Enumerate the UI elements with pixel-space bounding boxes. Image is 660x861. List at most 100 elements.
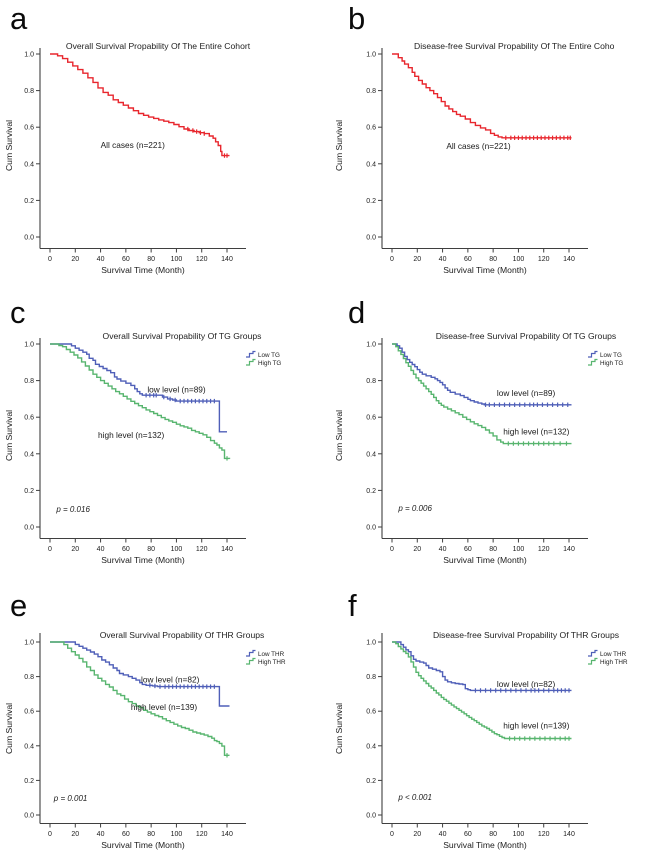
annotation: low level (n=89) (497, 388, 556, 398)
x-tick-label: 40 (97, 256, 105, 263)
y-tick-label: 0.4 (24, 451, 34, 458)
x-tick-label: 100 (171, 831, 183, 838)
y-tick-label: 0.2 (366, 778, 376, 785)
x-tick-label: 40 (97, 546, 105, 553)
panel-letter-e: e (10, 588, 28, 623)
panel-c: c Overall Survival Propability Of TG Gro… (0, 290, 330, 575)
y-axis-label: Cum Survival (4, 703, 14, 754)
annotation: All cases (n=221) (101, 140, 166, 150)
y-tick-label: 0.0 (24, 813, 34, 820)
x-axis-label: Survival Time (Month) (101, 265, 185, 275)
y-tick-label: 1.0 (24, 52, 34, 59)
survival-curve (392, 343, 572, 406)
panel-letter-d: d (348, 295, 366, 330)
x-tick-label: 20 (71, 256, 79, 263)
y-tick-label: 0.0 (366, 813, 376, 820)
survival-curve (392, 53, 572, 139)
y-tick-label: 0.4 (366, 743, 376, 750)
y-tick-label: 0.8 (366, 88, 376, 95)
x-tick-label: 20 (413, 546, 421, 553)
panel-b: b Disease-free Survival Propability Of T… (330, 0, 660, 290)
y-tick-label: 0.4 (24, 743, 34, 750)
survival-chart-b: Disease-free Survival Propability Of The… (334, 41, 615, 275)
survival-curve (50, 53, 230, 157)
x-tick-label: 40 (97, 831, 105, 838)
x-tick-label: 120 (538, 256, 550, 263)
annotation: high level (n=132) (98, 430, 164, 440)
y-tick-label: 1.0 (366, 52, 376, 59)
y-tick-label: 0.4 (24, 161, 34, 168)
y-tick-label: 0.8 (24, 674, 34, 681)
panel-letter-c: c (10, 295, 26, 330)
x-tick-label: 140 (563, 831, 575, 838)
x-tick-label: 20 (413, 831, 421, 838)
x-tick-label: 40 (439, 256, 447, 263)
y-tick-label: 0.0 (24, 235, 34, 242)
legend-symbol-green-step-icon (246, 358, 256, 366)
y-tick-label: 0.6 (24, 125, 34, 132)
survival-curve (50, 343, 231, 460)
x-tick-label: 80 (489, 831, 497, 838)
x-tick-label: 0 (390, 546, 394, 553)
legend-label: Low TG (600, 352, 622, 359)
y-axis-label: Cum Survival (4, 410, 14, 461)
y-tick-label: 1.0 (24, 342, 34, 349)
y-tick-label: 0.2 (366, 488, 376, 495)
x-tick-label: 100 (171, 546, 183, 553)
y-tick-label: 1.0 (366, 640, 376, 647)
x-tick-label: 60 (464, 256, 472, 263)
survival-chart-c: Overall Survival Propability Of TG Group… (4, 331, 281, 565)
legend-label: High THR (600, 659, 628, 666)
y-axis-label: Cum Survival (334, 120, 344, 171)
x-tick-label: 80 (489, 546, 497, 553)
x-tick-label: 120 (196, 256, 208, 263)
legend-label: Low THR (258, 651, 285, 658)
x-tick-label: 0 (390, 831, 394, 838)
x-tick-label: 20 (71, 831, 79, 838)
panel-d: d Disease-free Survival Propability Of T… (330, 290, 660, 575)
x-tick-label: 100 (513, 256, 525, 263)
y-tick-label: 0.6 (366, 709, 376, 716)
y-tick-label: 0.6 (24, 415, 34, 422)
y-tick-label: 0.6 (24, 709, 34, 716)
annotation: low level (n=82) (497, 679, 556, 689)
x-tick-label: 80 (147, 546, 155, 553)
x-tick-label: 100 (513, 831, 525, 838)
x-tick-label: 140 (563, 256, 575, 263)
y-tick-label: 0.0 (366, 235, 376, 242)
x-tick-label: 0 (48, 256, 52, 263)
x-tick-label: 0 (390, 256, 394, 263)
panel-letter-b: b (348, 1, 366, 36)
x-tick-label: 120 (196, 831, 208, 838)
survival-curve (50, 641, 230, 756)
chart-title: Overall Survival Propability Of TG Group… (103, 331, 262, 341)
panel-letter-a: a (10, 1, 28, 36)
x-axis-label: Survival Time (Month) (443, 555, 527, 565)
x-tick-label: 120 (196, 546, 208, 553)
survival-curve (50, 641, 230, 707)
survival-chart-f: Disease-free Survival Propability Of THR… (334, 630, 628, 850)
survival-chart-d: Disease-free Survival Propability Of TG … (334, 331, 623, 565)
annotation: low level (n=82) (141, 675, 200, 685)
x-tick-label: 60 (464, 831, 472, 838)
p-value: p = 0.016 (55, 505, 90, 514)
x-tick-label: 140 (221, 256, 233, 263)
y-tick-label: 0.6 (366, 125, 376, 132)
x-axis-label: Survival Time (Month) (101, 555, 185, 565)
p-value: p < 0.001 (397, 793, 432, 802)
panel-a: a Overall Survival Propability Of The En… (0, 0, 330, 290)
chart-title: Disease-free Survival Propability Of THR… (433, 630, 619, 640)
x-tick-label: 100 (513, 546, 525, 553)
panel-e: e Overall Survival Propability Of THR Gr… (0, 575, 330, 861)
y-tick-label: 0.4 (366, 161, 376, 168)
legend-symbol-green-step-icon (588, 657, 598, 665)
y-tick-label: 0.2 (24, 198, 34, 205)
chart-title: Disease-free Survival Propability Of The… (414, 41, 615, 51)
x-tick-label: 100 (171, 256, 183, 263)
annotation: high level (n=139) (131, 702, 197, 712)
legend-label: Low TG (258, 352, 280, 359)
annotation: high level (n=139) (503, 720, 569, 730)
legend-symbol-blue-step-icon (588, 350, 598, 358)
x-tick-label: 80 (147, 831, 155, 838)
